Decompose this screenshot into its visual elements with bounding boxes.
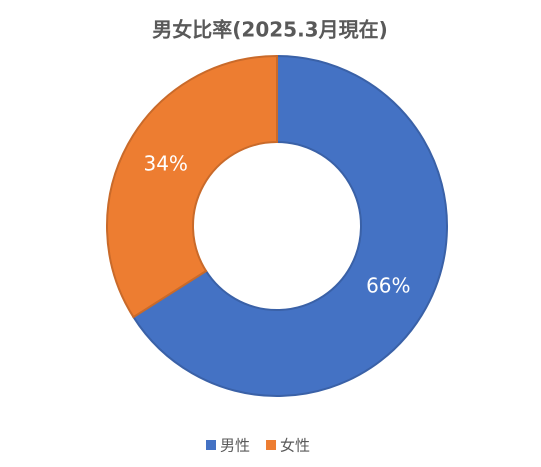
data-label: 66% xyxy=(366,274,410,298)
legend-swatch xyxy=(266,440,277,450)
legend-label: 女性 xyxy=(280,437,310,455)
donut-slice xyxy=(132,54,448,397)
legend-swatch xyxy=(206,440,216,450)
donut-slice xyxy=(105,54,278,319)
data-label: 34% xyxy=(143,151,187,175)
chart-title: 男女比率(2025.3月現在) xyxy=(152,18,387,42)
legend-label: 男性 xyxy=(220,437,250,455)
